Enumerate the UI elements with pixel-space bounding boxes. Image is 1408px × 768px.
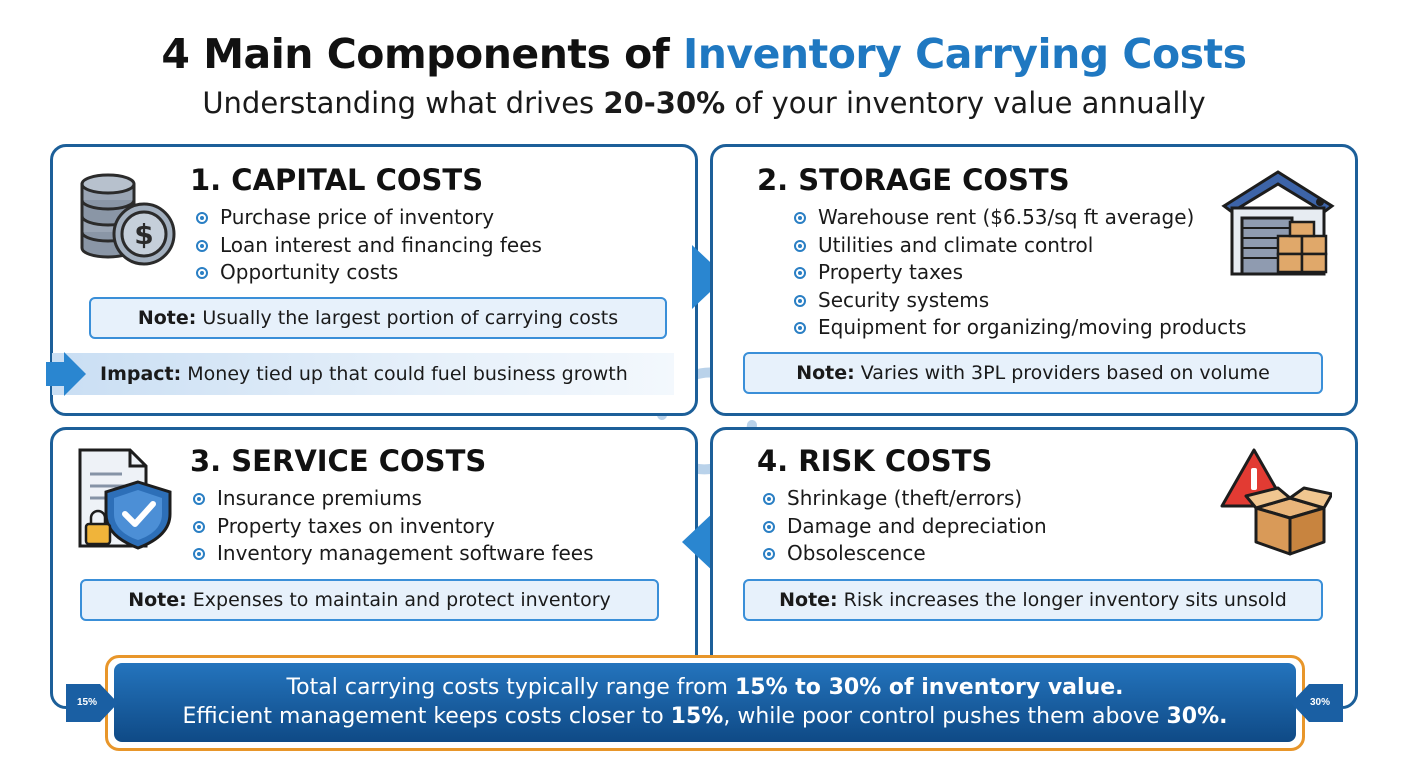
- warehouse-icon: [1221, 170, 1335, 276]
- risk-costs-list: Shrinkage (theft/errors) Damage and depr…: [763, 485, 1047, 568]
- service-costs-title: 3. SERVICE COSTS: [190, 444, 487, 478]
- list-item-text: Opportunity costs: [220, 260, 399, 284]
- risk-costs-note: Note: Risk increases the longer inventor…: [743, 579, 1323, 621]
- bullet-icon: [763, 548, 775, 560]
- list-item-text: Damage and depreciation: [787, 513, 1047, 538]
- bullet-icon: [763, 520, 775, 533]
- list-item: Purchase price of inventory: [196, 204, 542, 232]
- storage-costs-list: Warehouse rent ($6.53/sq ft average) Uti…: [794, 204, 1246, 342]
- bullet-icon: [196, 267, 208, 279]
- list-item-text: Utilities and climate control: [818, 232, 1094, 257]
- marker-30-pointer-icon: [1291, 684, 1343, 722]
- list-item-text: Obsolescence: [787, 541, 926, 565]
- list-item-text: Shrinkage (theft/errors): [787, 486, 1023, 510]
- marker-30-label: 30%: [1309, 697, 1330, 708]
- service-costs-note: Note: Expenses to maintain and protect i…: [80, 579, 659, 621]
- summary-banner: Total carrying costs typically range fro…: [114, 663, 1296, 742]
- title-main: 4 Main Components of: [161, 30, 683, 78]
- list-item-text: Inventory management software fees: [217, 541, 594, 565]
- list-item: Property taxes on inventory: [193, 513, 594, 541]
- list-item-text: Insurance premiums: [217, 486, 422, 510]
- page-subtitle: Understanding what drives 20-30% of your…: [0, 86, 1408, 120]
- note-text: Expenses to maintain and protect invento…: [186, 589, 611, 611]
- list-item: Equipment for organizing/moving products: [794, 314, 1246, 342]
- list-item: Obsolescence: [763, 540, 1047, 568]
- bullet-icon: [193, 548, 205, 560]
- risk-costs-title: 4. RISK COSTS: [757, 444, 993, 478]
- subtitle-pre: Understanding what drives: [202, 86, 604, 120]
- arrow-left-connector-icon: [682, 510, 716, 574]
- list-item: Security systems: [794, 287, 1246, 315]
- impact-label: Impact:: [100, 363, 182, 385]
- page-title: 4 Main Components of Inventory Carrying …: [0, 30, 1408, 78]
- coins-dollar-icon: $: [80, 173, 176, 266]
- summary-line-2-text: Efficient management keeps costs closer …: [182, 704, 671, 729]
- summary-line-2: Efficient management keeps costs closer …: [114, 702, 1296, 731]
- summary-line-2-mid: , while poor control pushes them above: [723, 704, 1167, 729]
- bullet-icon: [794, 267, 806, 279]
- capital-costs-note: Note: Usually the largest portion of car…: [89, 297, 667, 339]
- note-label: Note:: [779, 589, 838, 611]
- bullet-icon: [794, 294, 806, 307]
- arrow-right-icon: [46, 352, 86, 396]
- summary-line-2-bold-high: 30%.: [1166, 704, 1228, 729]
- capital-costs-list: Purchase price of inventory Loan interes…: [196, 204, 542, 287]
- arrow-right-connector-icon: [692, 245, 726, 309]
- bullet-icon: [193, 520, 205, 533]
- note-text: Usually the largest portion of carrying …: [196, 307, 619, 329]
- bullet-icon: [794, 212, 806, 224]
- capital-costs-impact: Impact: Money tied up that could fuel bu…: [52, 353, 674, 395]
- list-item: Property taxes: [794, 259, 1246, 287]
- impact-text: Money tied up that could fuel business g…: [181, 363, 628, 385]
- note-label: Note:: [796, 362, 855, 384]
- bullet-icon: [196, 239, 208, 252]
- list-item-text: Property taxes on inventory: [217, 513, 495, 538]
- list-item-text: Warehouse rent ($6.53/sq ft average): [818, 205, 1195, 229]
- summary-line-1-text: Total carrying costs typically range fro…: [286, 675, 735, 700]
- list-item: Inventory management software fees: [193, 540, 594, 568]
- subtitle-post: of your inventory value annually: [725, 86, 1206, 120]
- summary-line-2-bold-low: 15%: [670, 704, 724, 729]
- summary-line-1: Total carrying costs typically range fro…: [114, 673, 1296, 702]
- bullet-icon: [196, 212, 208, 224]
- note-text: Risk increases the longer inventory sits…: [837, 589, 1287, 611]
- svg-text:$: $: [134, 218, 153, 251]
- list-item: Shrinkage (theft/errors): [763, 485, 1047, 513]
- list-item-text: Security systems: [818, 287, 990, 312]
- note-text: Varies with 3PL providers based on volum…: [854, 362, 1270, 384]
- list-item-text: Property taxes: [818, 260, 964, 284]
- list-item: Utilities and climate control: [794, 232, 1246, 260]
- list-item: Warehouse rent ($6.53/sq ft average): [794, 204, 1246, 232]
- storage-costs-title: 2. STORAGE COSTS: [757, 163, 1070, 197]
- bullet-icon: [763, 493, 775, 505]
- list-item: Damage and depreciation: [763, 513, 1047, 541]
- subtitle-highlight: 20-30%: [603, 86, 726, 120]
- list-item-text: Equipment for organizing/moving products: [818, 315, 1247, 339]
- bullet-icon: [193, 493, 205, 505]
- marker-15-pointer-icon: [66, 684, 118, 722]
- marker-15-label: 15%: [76, 697, 97, 708]
- warning-box-icon: [1220, 448, 1332, 556]
- capital-costs-title: 1. CAPITAL COSTS: [190, 163, 484, 197]
- storage-costs-note: Note: Varies with 3PL providers based on…: [743, 352, 1323, 394]
- bullet-icon: [794, 322, 806, 334]
- title-accent: Inventory Carrying Costs: [682, 30, 1247, 78]
- list-item: Insurance premiums: [193, 485, 594, 513]
- summary-line-1-bold: 15% to 30% of inventory value.: [734, 675, 1124, 700]
- list-item-text: Purchase price of inventory: [220, 205, 495, 229]
- note-label: Note:: [128, 589, 187, 611]
- list-item-text: Loan interest and financing fees: [220, 232, 542, 257]
- bullet-icon: [794, 239, 806, 252]
- list-item: Loan interest and financing fees: [196, 232, 542, 260]
- note-label: Note:: [137, 307, 197, 329]
- service-costs-list: Insurance premiums Property taxes on inv…: [193, 485, 594, 568]
- document-shield-icon: [78, 448, 172, 550]
- list-item: Opportunity costs: [196, 259, 542, 287]
